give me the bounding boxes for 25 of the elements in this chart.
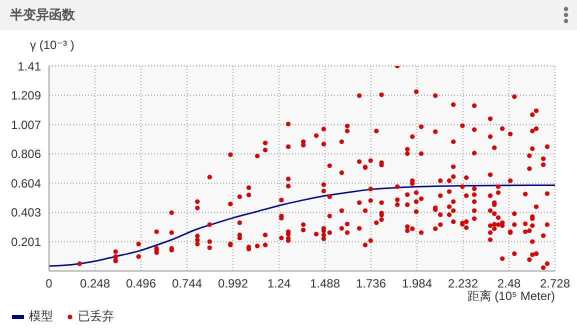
- x-tick-label: 2.232: [448, 276, 478, 291]
- y-tick-label: 0.604: [10, 176, 42, 190]
- x-tick-label: 2.48: [497, 276, 521, 291]
- x-tick-label: 1.736: [356, 276, 386, 291]
- x-axis-title: 距离 (10⁵ Meter): [467, 289, 556, 303]
- y-tick-label: 1.209: [10, 88, 42, 103]
- y-tick-label: 0.201: [10, 234, 42, 249]
- x-tick-label: 0.744: [172, 276, 202, 291]
- y-tick-label: 1.007: [10, 118, 42, 132]
- legend-label: 模型: [29, 308, 53, 325]
- x-tick-label: 0.496: [126, 276, 156, 291]
- x-tick-label: 1.984: [402, 276, 432, 291]
- x-tick-label: 1.24: [267, 276, 291, 291]
- x-tick-label: 1.488: [310, 276, 340, 291]
- y-tick-label: 0.403: [10, 206, 42, 220]
- x-tick-label: 0.248: [80, 276, 110, 291]
- x-tick-label: 0.992: [218, 276, 248, 291]
- chart-title: 半变异函数: [10, 6, 75, 24]
- x-tick-label: 0: [46, 276, 53, 291]
- legend-label: 已丢弃: [78, 308, 114, 325]
- y-tick-label: 1.41: [18, 59, 42, 74]
- y-axis-title: γ (10⁻³ ): [30, 38, 74, 52]
- x-tick-label: 2.728: [540, 276, 570, 291]
- line-series: [49, 184, 555, 267]
- y-tick-label: 0.806: [10, 147, 42, 162]
